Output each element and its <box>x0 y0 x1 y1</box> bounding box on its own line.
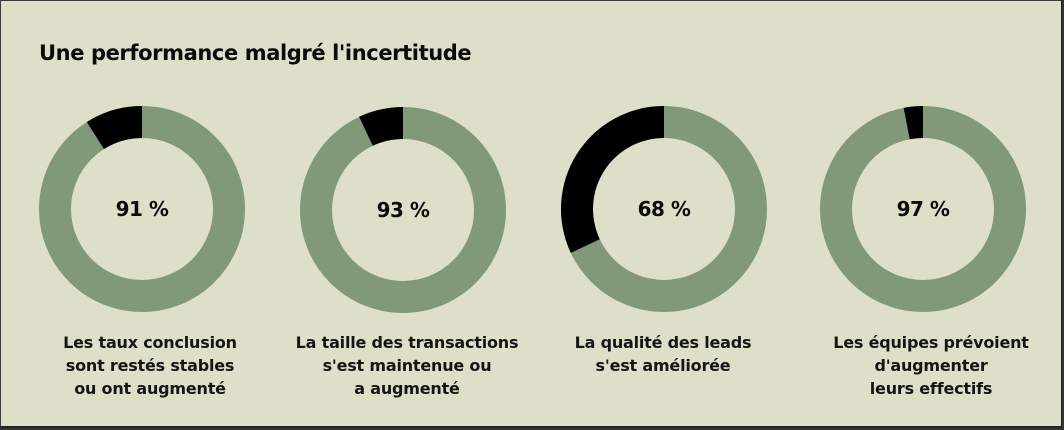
donut-caption: La taille des transactions s'est mainten… <box>295 333 519 398</box>
donut-chart-3: 68 % <box>561 106 767 312</box>
donut-chart-4: 97 % <box>820 106 1026 312</box>
donut-value: 91 % <box>115 197 169 221</box>
chart-title: Une performance malgré l'incertitude <box>39 41 472 65</box>
donut-ring-icon <box>561 106 767 312</box>
donut-ring-icon <box>820 106 1026 312</box>
donut-value: 97 % <box>896 197 950 221</box>
donut-chart-2: 93 % <box>300 107 506 313</box>
donut-caption: La qualité des leads s'est améliorée <box>574 333 752 375</box>
donut-caption: Les taux conclusion sont restés stables … <box>63 333 237 398</box>
donut-chart-1: 91 % <box>39 106 245 312</box>
donut-caption: Les équipes prévoient d'augmenter leurs … <box>833 333 1029 398</box>
donut-ring-icon <box>39 106 245 312</box>
donut-ring-icon <box>300 107 506 313</box>
donut-value: 93 % <box>376 198 430 222</box>
donut-value: 68 % <box>637 197 691 221</box>
